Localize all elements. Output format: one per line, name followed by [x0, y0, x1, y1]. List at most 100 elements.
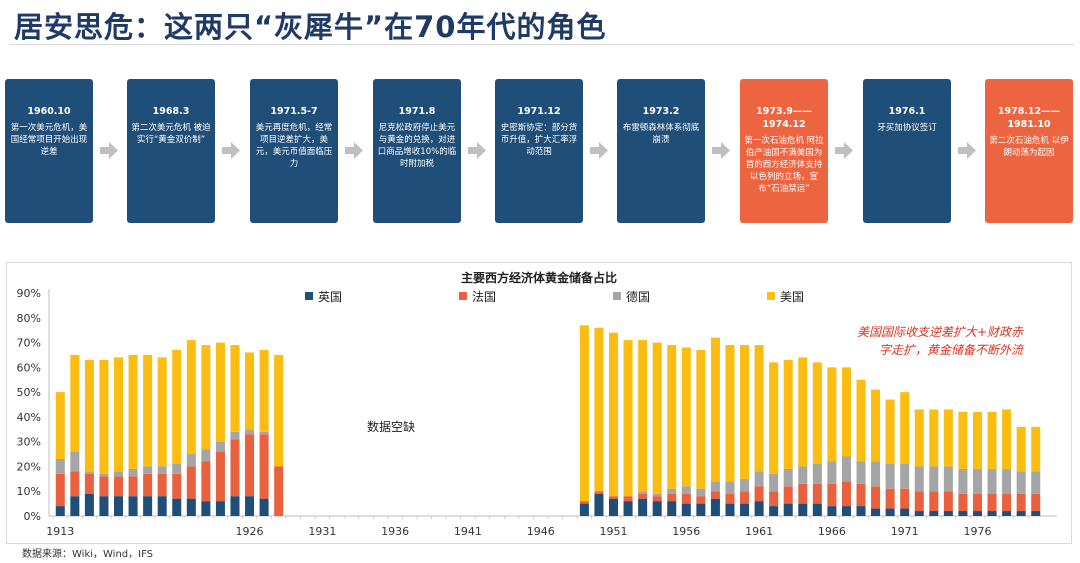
bar-英国-1956: [681, 503, 691, 516]
bar-法国-1960: [740, 491, 750, 504]
bar-英国-1967: [841, 506, 851, 516]
event-description: 美元再度危机，经常项目逆差扩大，美元，美元币值面临压力: [255, 123, 333, 169]
bar-德国-1967: [841, 456, 851, 482]
bar-德国-1975: [958, 468, 968, 494]
bar-法国-1958: [710, 491, 720, 499]
bar-美国-1951: [609, 332, 619, 497]
bar-美国-1975: [958, 411, 968, 469]
bar-德国-1962: [769, 473, 779, 492]
bar-德国-1976: [972, 468, 982, 494]
bar-美国-1919: [143, 354, 153, 467]
bar-法国-1957: [696, 496, 706, 504]
x-tick-label: 1936: [381, 525, 409, 538]
bar-法国-1926: [245, 434, 255, 497]
bar-法国-1918: [128, 476, 138, 497]
y-tick-label: 50%: [17, 386, 41, 399]
bar-美国-1914: [70, 354, 80, 452]
bar-美国-1973: [929, 409, 939, 467]
bar-法国-1928: [274, 466, 284, 516]
bar-德国-1920: [157, 466, 167, 474]
bar-英国-1968: [856, 506, 866, 516]
bar-法国-1968: [856, 483, 866, 507]
bar-法国-1956: [681, 493, 691, 504]
bar-法国-1978: [1002, 493, 1012, 512]
bar-英国-1920: [157, 496, 167, 516]
bar-美国-1918: [128, 354, 138, 469]
bar-法国-1973: [929, 491, 939, 512]
bar-英国-1924: [215, 501, 225, 516]
bar-德国-1914: [70, 451, 80, 472]
bar-法国-1974: [943, 491, 953, 512]
bar-英国-1976: [972, 511, 982, 516]
x-tick-label: 1961: [745, 525, 773, 538]
bar-英国-1973: [929, 511, 939, 516]
bar-德国-1915: [84, 471, 94, 474]
bar-德国-1921: [172, 463, 182, 474]
event-date: 1971.8: [398, 106, 436, 117]
bar-法国-1961: [754, 486, 764, 502]
event-description: 第一次美元危机，美国经常项目开始出现逆差: [10, 123, 88, 157]
timeline-event-2: 1968.3 第二次美元危机 被迫实行“黄金双价制”: [127, 79, 215, 223]
arrow-right-icon: [100, 142, 118, 159]
bar-美国-1969: [871, 389, 881, 462]
y-tick-label: 0%: [24, 510, 41, 523]
bar-德国-1923: [201, 449, 211, 462]
bar-英国-1955: [667, 501, 677, 516]
bar-英国-1978: [1002, 511, 1012, 516]
event-description: 牙买加协议签订: [877, 123, 937, 133]
bar-德国-1959: [725, 481, 735, 494]
bar-英国-1974: [943, 511, 953, 516]
event-date: 1971.5-7: [270, 106, 318, 117]
bar-法国-1955: [667, 493, 677, 502]
bar-英国-1950: [594, 493, 604, 516]
bar-英国-1979: [1016, 511, 1026, 516]
bar-德国-1960: [740, 478, 750, 492]
event-date: 1976.1: [888, 106, 926, 117]
timeline-event-1: 1960.10 第一次美元危机，美国经常项目开始出现逆差: [5, 79, 93, 223]
timeline-event-5: 1971.12 史密斯协定：部分货币升值，扩大汇率浮动范围: [495, 79, 583, 223]
bar-德国-1977: [987, 468, 997, 494]
bar-美国-1953: [638, 340, 648, 492]
bar-法国-1923: [201, 461, 211, 502]
bar-英国-1969: [871, 508, 881, 516]
event-description: 尼克松政府停止美元与黄金的兑换，对进口商品增收10%的临时附加税: [377, 123, 457, 169]
bar-德国-1964: [798, 466, 808, 484]
bar-德国-1924: [215, 441, 225, 452]
bar-美国-1922: [186, 340, 196, 455]
y-tick-label: 80%: [17, 312, 41, 325]
bar-德国-1917: [114, 471, 124, 477]
bar-法国-1952: [623, 496, 633, 502]
bar-英国-1971: [900, 508, 910, 516]
arrow-right-icon: [468, 142, 486, 159]
bar-英国-1958: [710, 498, 720, 516]
bar-德国-1955: [667, 488, 677, 494]
arrow-right-icon: [712, 142, 730, 159]
bar-法国-1976: [972, 493, 982, 512]
bar-美国-1924: [215, 342, 225, 442]
bar-美国-1956: [681, 347, 691, 487]
y-tick-label: 20%: [17, 460, 41, 473]
bar-美国-1913: [55, 392, 65, 460]
bar-美国-1972: [914, 409, 924, 467]
bar-法国-1922: [186, 466, 196, 499]
bar-英国-1926: [245, 496, 255, 516]
bar-英国-1972: [914, 511, 924, 516]
bar-法国-1916: [99, 476, 109, 497]
bar-美国-1923: [201, 345, 211, 450]
bar-法国-1971: [900, 488, 910, 509]
event-date: 1971.12: [517, 106, 561, 117]
bar-德国-1926: [245, 429, 255, 435]
bar-德国-1954: [652, 493, 662, 497]
bar-美国-1949: [579, 325, 589, 502]
bar-德国-1978: [1002, 468, 1012, 494]
bar-法国-1970: [885, 488, 895, 509]
x-tick-label: 1951: [600, 525, 628, 538]
bar-美国-1966: [827, 367, 837, 462]
bar-德国-1980: [1031, 471, 1041, 494]
x-tick-label: 1931: [308, 525, 336, 538]
y-tick-label: 90%: [17, 287, 41, 300]
event-date: 1973.2: [642, 106, 680, 117]
bar-英国-1916: [99, 496, 109, 516]
bar-法国-1980: [1031, 493, 1041, 512]
bar-德国-1922: [186, 454, 196, 467]
